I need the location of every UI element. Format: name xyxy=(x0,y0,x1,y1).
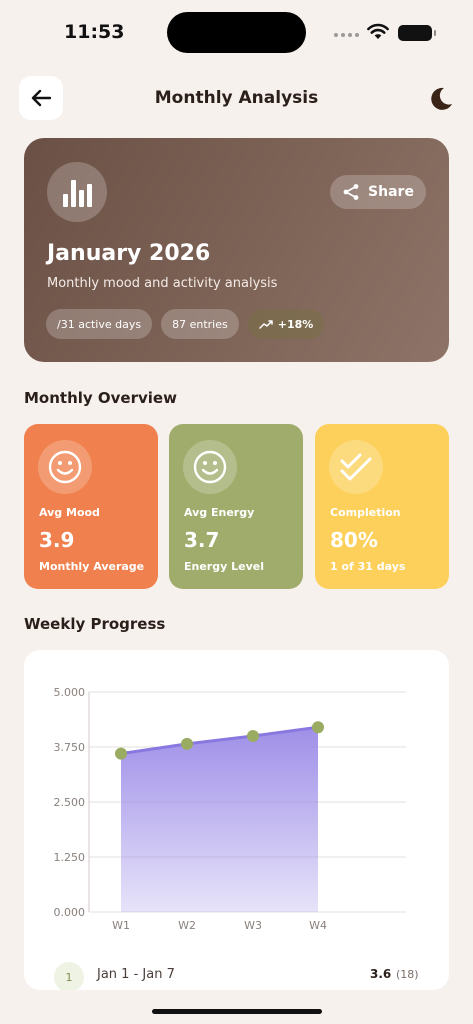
y-tick-label: 5.000 xyxy=(54,686,86,699)
stat-label: Avg Energy xyxy=(184,506,255,519)
area-fill xyxy=(121,727,318,912)
data-point xyxy=(181,737,193,750)
week-entry-count: (18) xyxy=(396,968,419,981)
weekly-progress-chart: 0.000 1.250 2.500 3.750 5.000 W1 W2 W3 W4 1 Jan … xyxy=(24,650,449,990)
month-summary-card: Share January 2026 Monthly mood and acti… xyxy=(24,138,449,362)
data-point xyxy=(115,747,127,760)
avg-energy-card: Avg Energy 3.7 Energy Level xyxy=(169,424,303,589)
x-tick-label: W4 xyxy=(309,919,327,932)
smiley-icon xyxy=(38,440,92,494)
y-tick-label: 0.000 xyxy=(54,906,86,919)
home-indicator xyxy=(152,1009,322,1014)
stat-sub: Energy Level xyxy=(184,560,264,573)
area-chart: 0.000 1.250 2.500 3.750 5.000 W1 W2 W3 W4 xyxy=(54,686,406,932)
x-tick-label: W2 xyxy=(178,919,196,932)
summary-chips: /31 active days 87 entries +18% xyxy=(46,309,325,339)
data-point xyxy=(312,721,324,734)
page-title: Monthly Analysis xyxy=(154,88,319,108)
stat-sub: 1 of 31 days xyxy=(330,560,406,573)
entries-text: 87 entries xyxy=(172,317,228,331)
bar-chart-icon xyxy=(47,162,107,222)
stat-value: 3.7 xyxy=(184,528,220,552)
avg-mood-card: Avg Mood 3.9 Monthly Average xyxy=(24,424,158,589)
stat-value: 3.9 xyxy=(39,528,75,552)
share-icon xyxy=(343,184,359,200)
stat-value: 80% xyxy=(330,528,378,552)
x-tick-label: W3 xyxy=(244,919,262,932)
weekly-progress-title: Weekly Progress xyxy=(24,615,166,633)
moon-icon xyxy=(431,87,452,110)
trending-up-icon xyxy=(258,320,273,329)
smiley-icon xyxy=(183,440,237,494)
series-line xyxy=(120,725,319,756)
trend-chip: +18% xyxy=(247,309,325,339)
x-tick-label: W1 xyxy=(112,919,130,932)
entries-chip: 87 entries xyxy=(161,309,239,339)
dark-mode-toggle[interactable] xyxy=(424,82,458,116)
double-check-icon xyxy=(329,440,383,494)
share-button[interactable]: Share xyxy=(330,175,426,209)
month-subtitle: Monthly mood and activity analysis xyxy=(47,276,278,291)
month-title: January 2026 xyxy=(47,241,211,266)
arrow-left-icon xyxy=(31,89,51,107)
back-button[interactable] xyxy=(19,76,63,120)
stat-sub: Monthly Average xyxy=(39,560,145,573)
wifi-icon xyxy=(367,23,389,39)
stat-label: Completion xyxy=(330,506,401,519)
active-days-chip: /31 active days xyxy=(46,309,153,339)
week-score: 3.6 xyxy=(370,967,392,981)
y-tick-label: 3.750 xyxy=(54,741,86,754)
trend-text: +18% xyxy=(277,317,314,331)
y-tick-label: 1.250 xyxy=(54,851,86,864)
share-label: Share xyxy=(368,184,414,200)
list-item[interactable]: 1 Jan 1 - Jan 7 3.6 (18) xyxy=(24,958,449,990)
stat-label: Avg Mood xyxy=(39,506,100,519)
data-point xyxy=(247,730,259,742)
cellular-signal-icon xyxy=(334,33,359,37)
week-range: Jan 1 - Jan 7 xyxy=(97,967,175,982)
overview-title: Monthly Overview xyxy=(24,389,177,407)
active-days-text: /31 active days xyxy=(57,317,142,331)
completion-card: Completion 80% 1 of 31 days xyxy=(315,424,449,589)
battery-icon xyxy=(398,25,436,41)
status-time: 11:53 xyxy=(64,21,125,43)
week-number-badge: 1 xyxy=(54,962,84,990)
status-bar: 11:53 xyxy=(0,0,473,62)
y-tick-label: 2.500 xyxy=(54,796,86,809)
dynamic-island xyxy=(167,12,306,53)
